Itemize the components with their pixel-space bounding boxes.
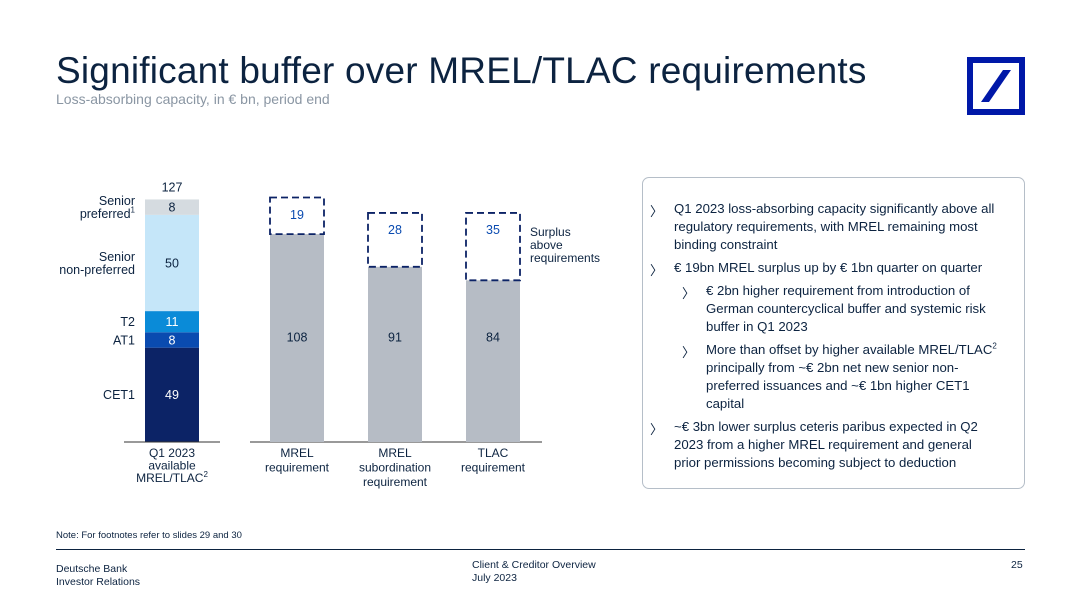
bullet-text-line: prior permissions becoming subject to de… [674,455,957,470]
bullet-text-line: buffer in Q1 2023 [706,319,808,334]
surplus-value-label: 28 [388,223,402,237]
stacked-segment-t2 [145,311,199,333]
surplus-box [269,196,325,235]
bullet-text-line: More than offset by higher available MRE… [706,341,997,357]
bullet-chevron-icon: 〉 [650,204,664,219]
requirement-value-label: 84 [486,330,500,344]
segment-value-label: 49 [165,388,179,402]
category-label-line: subordination [359,461,431,475]
bullet-text-line: principally from ~€ 2bn net new senior n… [706,360,959,375]
bullet-chevron-icon: 〉 [650,422,664,437]
bullet-chevron-icon: 〉 [650,263,664,278]
category-label-line: available [148,459,196,473]
requirement-value-label: 108 [287,330,308,344]
category-label-line: MREL [378,446,412,460]
segment-name-label: T2 [120,315,135,329]
segment-name-label: preferred1 [80,206,136,221]
bullet-text-line: 2023 from a higher MREL requirement and … [674,437,972,452]
surplus-legend-label: requirements [530,251,600,265]
bullet-text-line: binding constraint [674,237,778,252]
requirement-bar [270,234,324,442]
bullet-text-line: German countercyclical buffer and system… [706,301,986,316]
stacked-segment-cet1 [145,347,199,442]
segment-name-label: Senior [99,250,135,264]
bullet-text-line: € 2bn higher requirement from introducti… [706,283,970,298]
footer-department: Investor Relations [56,576,141,588]
requirement-bar [368,266,422,442]
footer-document-title: Client & Creditor Overview [472,559,596,571]
category-label-line: requirement [265,461,330,475]
bullet-text-line: Q1 2023 loss-absorbing capacity signific… [674,201,995,216]
category-label-line: MREL/TLAC2 [136,470,208,485]
page-subtitle: Loss-absorbing capacity, in € bn, period… [56,91,330,107]
surplus-legend-label: Surplus [530,225,571,239]
surplus-value-label: 35 [486,223,500,237]
category-label-line: Q1 2023 [149,446,195,460]
page-number: 25 [1011,559,1023,571]
segment-name-label: CET1 [103,388,135,402]
segment-value-label: 50 [165,256,179,270]
commentary-panel [642,177,1025,489]
segment-value-label: 11 [166,315,179,329]
segment-name-label: AT1 [113,333,135,347]
bullet-text-line: regulatory requirements, with MREL remai… [674,219,978,234]
segment-value-label: 8 [169,333,176,347]
bullet-chevron-icon: 〉 [682,286,696,301]
bullet-text-line: € 19bn MREL surplus up by € 1bn quarter … [674,260,983,275]
footer-company: Deutsche Bank Investor Relations [56,563,140,589]
stacked-total-label: 127 [162,181,183,195]
slash-icon [981,70,1011,102]
requirement-value-label: 91 [388,330,402,344]
bullet-text-line: capital [706,396,745,411]
footnote-sup: 2 [992,341,997,351]
surplus-value-label: 19 [290,208,304,222]
footer-document: Client & Creditor Overview July 2023 [472,559,596,585]
segment-name-label: Senior [99,194,135,208]
page-title: Significant buffer over MREL/TLAC requir… [56,50,867,91]
requirement-bar [466,280,520,442]
surplus-box [367,212,423,268]
segment-value-label: 8 [169,200,176,214]
footer-company-name: Deutsche Bank [56,563,128,575]
segment-name-label: non-preferred [59,263,135,277]
bullet-text-line: ~€ 3bn lower surplus ceteris paribus exp… [674,419,978,434]
stacked-segment-at1 [145,332,199,348]
category-label-line: TLAC [478,446,509,460]
surplus-legend-label: above [530,238,563,252]
stacked-segment-senior-preferred [145,199,199,215]
footnote-note: Note: For footnotes refer to slides 29 a… [56,530,242,541]
category-label-line: MREL [280,446,314,460]
loss-absorbing-capacity-chart: 49CET18AT111T250Seniornon-preferred8Seni… [59,181,600,489]
deutsche-bank-logo [967,57,1025,115]
bullet-text-line: preferred issuances and ~€ 1bn higher CE… [706,378,970,393]
category-label-line: requirement [461,461,526,475]
surplus-box [465,212,521,282]
bullet-chevron-icon: 〉 [682,345,696,360]
footer-document-date: July 2023 [472,572,517,584]
footer-divider [56,549,1025,550]
category-label-line: requirement [363,475,428,489]
stacked-segment-senior-non-preferred [145,214,199,312]
